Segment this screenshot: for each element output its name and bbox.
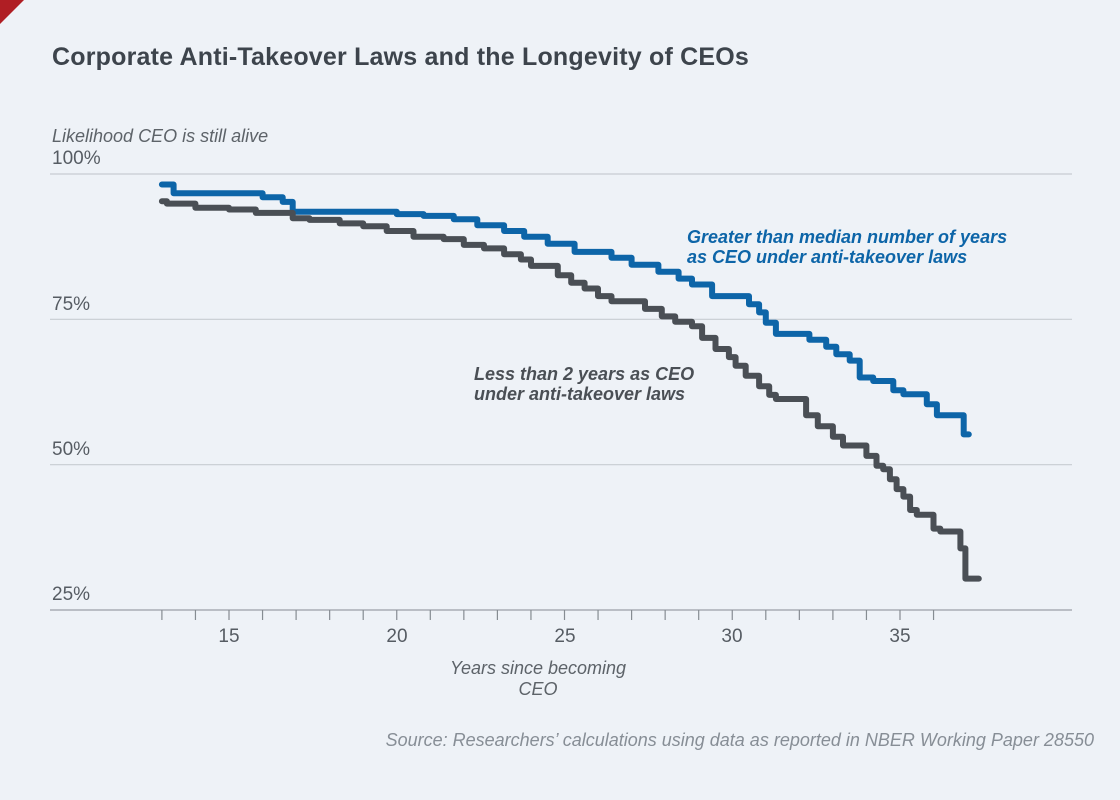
x-tick-label-35: 35 — [889, 626, 911, 647]
annotation-blue-line1: Greater than median number of years — [687, 227, 1008, 247]
x-tick-label-25: 25 — [554, 626, 576, 647]
chart-title: Corporate Anti-Takeover Laws and the Lon… — [52, 43, 750, 71]
y-tick-label-100: 100% — [52, 148, 101, 169]
x-axis-title: Years since becoming CEO — [449, 658, 627, 699]
annotation-greater-than-median: Greater than median number of years as C… — [687, 227, 1007, 267]
y-tick-label-50: 50% — [52, 439, 91, 460]
x-tick-label-30: 30 — [721, 626, 743, 647]
series-less-than-2-years — [158, 198, 982, 582]
annotation-less-than-2-years: Less than 2 years as CEO under anti-take… — [474, 364, 694, 404]
annotation-gray-line1: Less than 2 years as CEO — [474, 364, 695, 384]
y-axis-caption: Likelihood CEO is still alive — [52, 126, 269, 146]
x-tick-label-15: 15 — [218, 626, 240, 647]
series-greater-than-median — [158, 181, 972, 438]
source-note: Source: Researchers’ calculations using … — [385, 730, 1094, 750]
y-tick-label-75: 75% — [52, 294, 91, 315]
annotation-blue-line2: as CEO under anti-takeover laws — [687, 247, 968, 267]
x-tick-label-20: 20 — [386, 626, 408, 647]
nber-corner-mark-icon — [0, 0, 24, 24]
y-tick-label-25: 25% — [52, 584, 91, 605]
annotation-gray-line2: under anti-takeover laws — [474, 384, 686, 404]
